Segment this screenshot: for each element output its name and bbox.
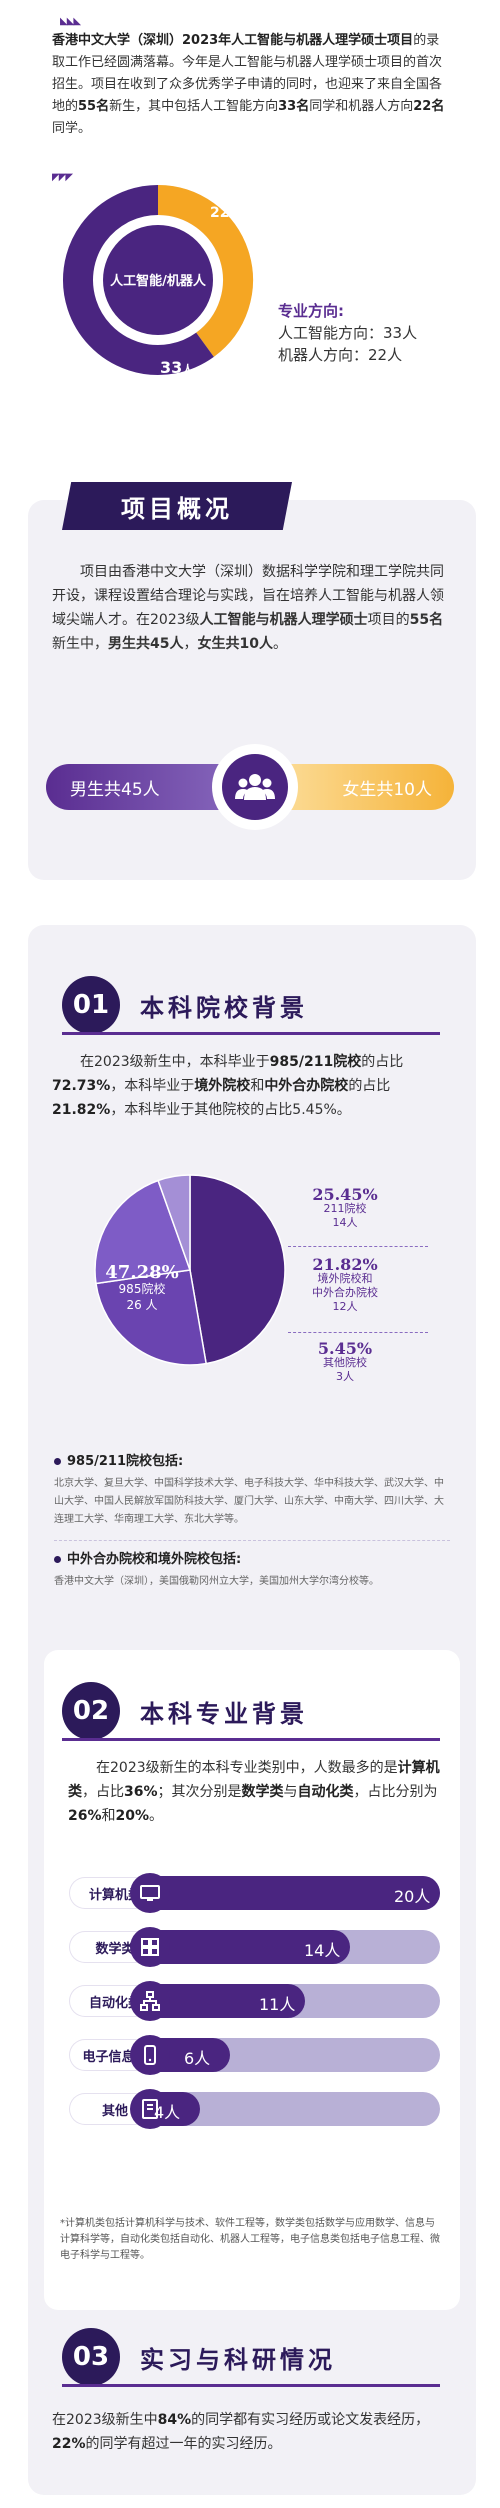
intro-text-1: 的录取工作已经圆满落幕。今年是人工智能与机器人理学硕士项目的首次招生。项目在收到… [52,33,443,114]
gender-center-circle [212,744,298,830]
intro-paragraph: 香港中文大学（深圳）2023年人工智能与机器人理学硕士项目的录取工作已经圆满落幕… [52,30,452,140]
pie-divider-2 [288,1332,428,1333]
major-footnote: *计算机类包括计算机科学与技术、软件工程等，数学类包括数学与应用数学、信息与计算… [60,2218,440,2261]
monitor-icon [130,1873,170,1913]
bar-value: 14人 [304,1941,341,1960]
network-icon [130,1981,170,2021]
intro-num-robot: 22名 [413,99,445,114]
donut-center-label: 人工智能/机器人 [110,274,206,289]
grid-icon [130,1927,170,1967]
donut-legend: 专业方向: 人工智能方向：33人 机器人方向：22人 [278,300,478,366]
book-icon [130,2089,170,2129]
school-pie-chart [94,1174,286,1366]
legend-title: 专业方向: [278,302,344,320]
school-list-divider [54,1540,450,1541]
overview-title: 项目概况 [62,482,292,530]
intro-num-total: 55名 [78,99,110,114]
intro-text-3: 同学和机器人方向 [309,99,414,114]
bullet-icon [54,1556,61,1563]
bar-fill [140,1930,350,1964]
bar-value: 6人 [184,2049,211,2068]
section-number-01: 01 [62,976,120,1034]
pie-label-211: 25.45% 211院校 14人 [312,1185,378,1230]
pie-slice-3 [157,1174,191,1271]
donut-segment-robot [157,185,253,357]
major-paragraph: 在2023级新生的本科专业类别中，人数最多的是计算机类，占比36%；其次分别是数… [68,1760,440,1824]
bar-fill [140,1876,440,1910]
school-paragraph: 在2023级新生中，本科毕业于985/211院校的占比72.73%，本科毕业于境… [52,1054,404,1118]
section-number-02: 02 [62,1682,120,1740]
direction-donut-chart [63,185,253,375]
section-title-internship: 实习与科研情况 [140,2346,336,2374]
major-card [44,1650,460,2310]
section-number-03: 03 [62,2328,120,2386]
pie-slice-0 [189,1174,286,1365]
group-icon [235,774,275,800]
donut-value-ai: 33人 [160,358,194,377]
legend-robot: 机器人方向：22人 [278,346,403,364]
donut-value-robot: 22人 [210,205,240,221]
pie-label-other: 5.45% 其他院校 3人 [317,1339,373,1384]
section-rule-01 [62,1032,440,1035]
section-title-major: 本科专业背景 [140,1700,308,1728]
pie-divider-1 [288,1246,428,1247]
intro-text-4: 同学。 [52,121,92,136]
section-rule-02 [62,1738,440,1741]
phone-icon [130,2035,170,2075]
pie-label-985: 47.28% 985院校 26 人 [105,1262,179,1313]
bar-value: 11人 [259,1995,296,2014]
legend-ai: 人工智能方向：33人 [278,324,418,342]
bar-value: 4人 [154,2103,181,2122]
donut-segment-ai [63,185,214,375]
donut-center [103,225,213,335]
internship-paragraph: 在2023级新生中84%的同学都有实习经历或论文发表经历，22%的同学有超过一年… [52,2412,430,2452]
intro-bold-title: 香港中文大学（深圳）2023年人工智能与机器人理学硕士项目 [52,33,414,48]
chevron-decoration-bottom: ◤◤◤ [52,172,73,183]
section-rule-03 [62,2384,440,2387]
chevron-decoration-top: ◣◣◣ [60,16,81,27]
pie-label-overseas: 21.82% 境外院校和 中外合办院校 12人 [312,1255,378,1314]
pie-slice-1 [95,1269,208,1366]
intro-text-2: 新生，其中包括人工智能方向 [109,99,279,114]
school-list-overseas: 中外合办院校和境外院校包括: 香港中文大学（深圳），美国俄勒冈州立大学，美国加州… [54,1552,379,1587]
pie-slice-2 [94,1179,192,1285]
overview-paragraph: 项目由香港中文大学（深圳）数据科学学院和理工学院共同开设，课程设置结合理论与实践… [52,564,444,652]
bullet-icon [54,1458,61,1465]
school-list-985: 985/211院校包括: 北京大学、复旦大学、中国科学技术大学、电子科技大学、华… [54,1454,444,1525]
intro-num-ai: 33名 [278,99,310,114]
bar-value: 20人 [394,1887,431,1906]
section-title-undergrad-school: 本科院校背景 [140,994,308,1022]
